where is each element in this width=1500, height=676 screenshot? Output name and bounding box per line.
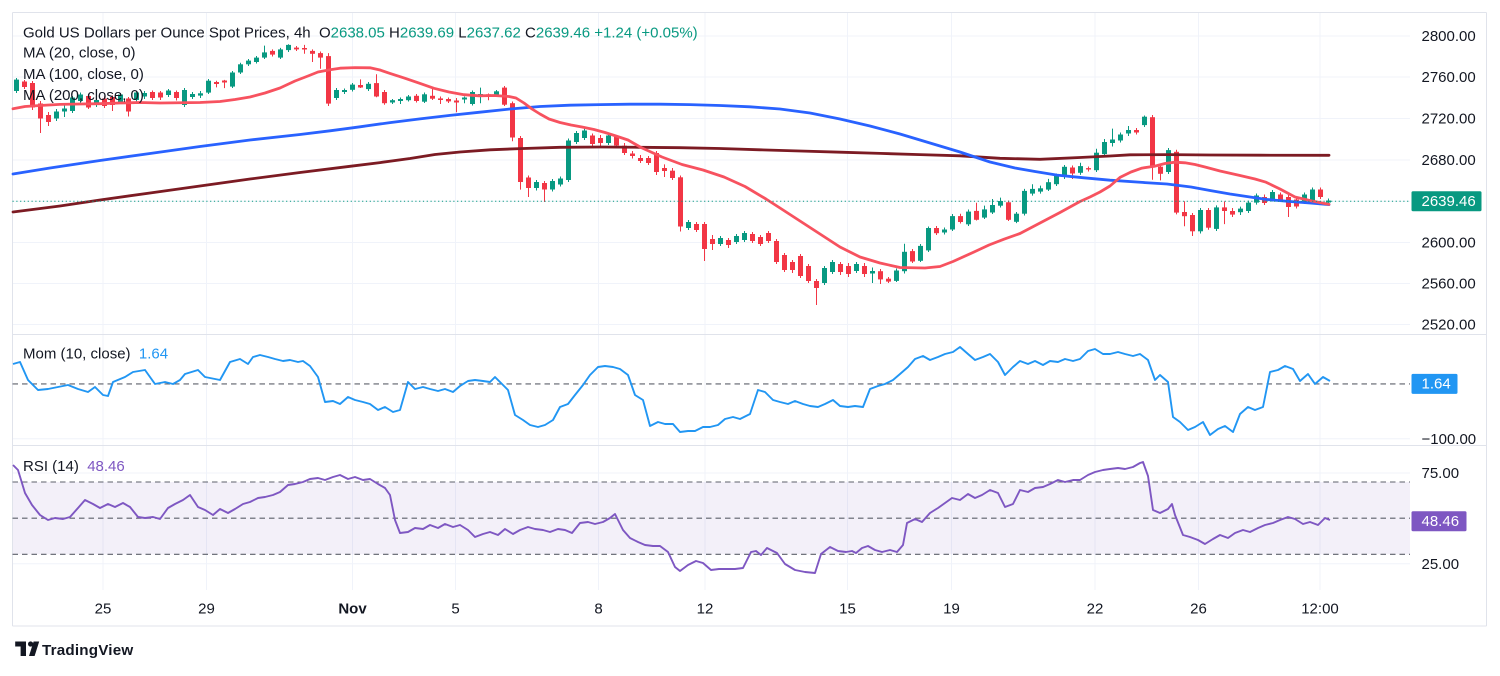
svg-text:48.46: 48.46	[1422, 513, 1460, 530]
svg-text:15: 15	[839, 601, 856, 618]
svg-text:2639.46: 2639.46	[1422, 193, 1476, 210]
svg-text:26: 26	[1190, 601, 1207, 618]
svg-text:29: 29	[198, 601, 215, 618]
svg-text:25.00: 25.00	[1422, 556, 1460, 573]
svg-text:−100.00: −100.00	[1422, 431, 1477, 448]
svg-text:Mom (10, close) 1.64: Mom (10, close) 1.64	[23, 345, 168, 362]
svg-text:2520.00: 2520.00	[1422, 317, 1476, 334]
svg-text:2560.00: 2560.00	[1422, 276, 1476, 293]
svg-text:Nov: Nov	[338, 601, 367, 618]
svg-text:2680.00: 2680.00	[1422, 152, 1476, 169]
svg-text:19: 19	[943, 601, 960, 618]
svg-text:8: 8	[594, 601, 602, 618]
svg-text:5: 5	[451, 601, 459, 618]
svg-text:RSI (14) 48.46: RSI (14) 48.46	[23, 458, 125, 475]
svg-text:2720.00: 2720.00	[1422, 111, 1476, 128]
svg-text:25: 25	[95, 601, 112, 618]
svg-text:2600.00: 2600.00	[1422, 235, 1476, 252]
svg-text:2800.00: 2800.00	[1422, 28, 1476, 45]
svg-text:MA (100, close, 0): MA (100, close, 0)	[23, 66, 144, 83]
svg-text:22: 22	[1087, 601, 1104, 618]
svg-text:1.64: 1.64	[1422, 376, 1451, 393]
svg-text:MA (200, close, 0): MA (200, close, 0)	[23, 87, 144, 104]
svg-text:Gold US Dollars per Ounce Spot: Gold US Dollars per Ounce Spot Prices, 4…	[23, 25, 698, 42]
svg-text:MA (20, close, 0): MA (20, close, 0)	[23, 45, 136, 62]
svg-text:12:00: 12:00	[1301, 601, 1339, 618]
svg-text:2760.00: 2760.00	[1422, 69, 1476, 86]
svg-text:75.00: 75.00	[1422, 465, 1460, 482]
svg-text:12: 12	[697, 601, 714, 618]
svg-text:TradingView: TradingView	[42, 642, 133, 659]
